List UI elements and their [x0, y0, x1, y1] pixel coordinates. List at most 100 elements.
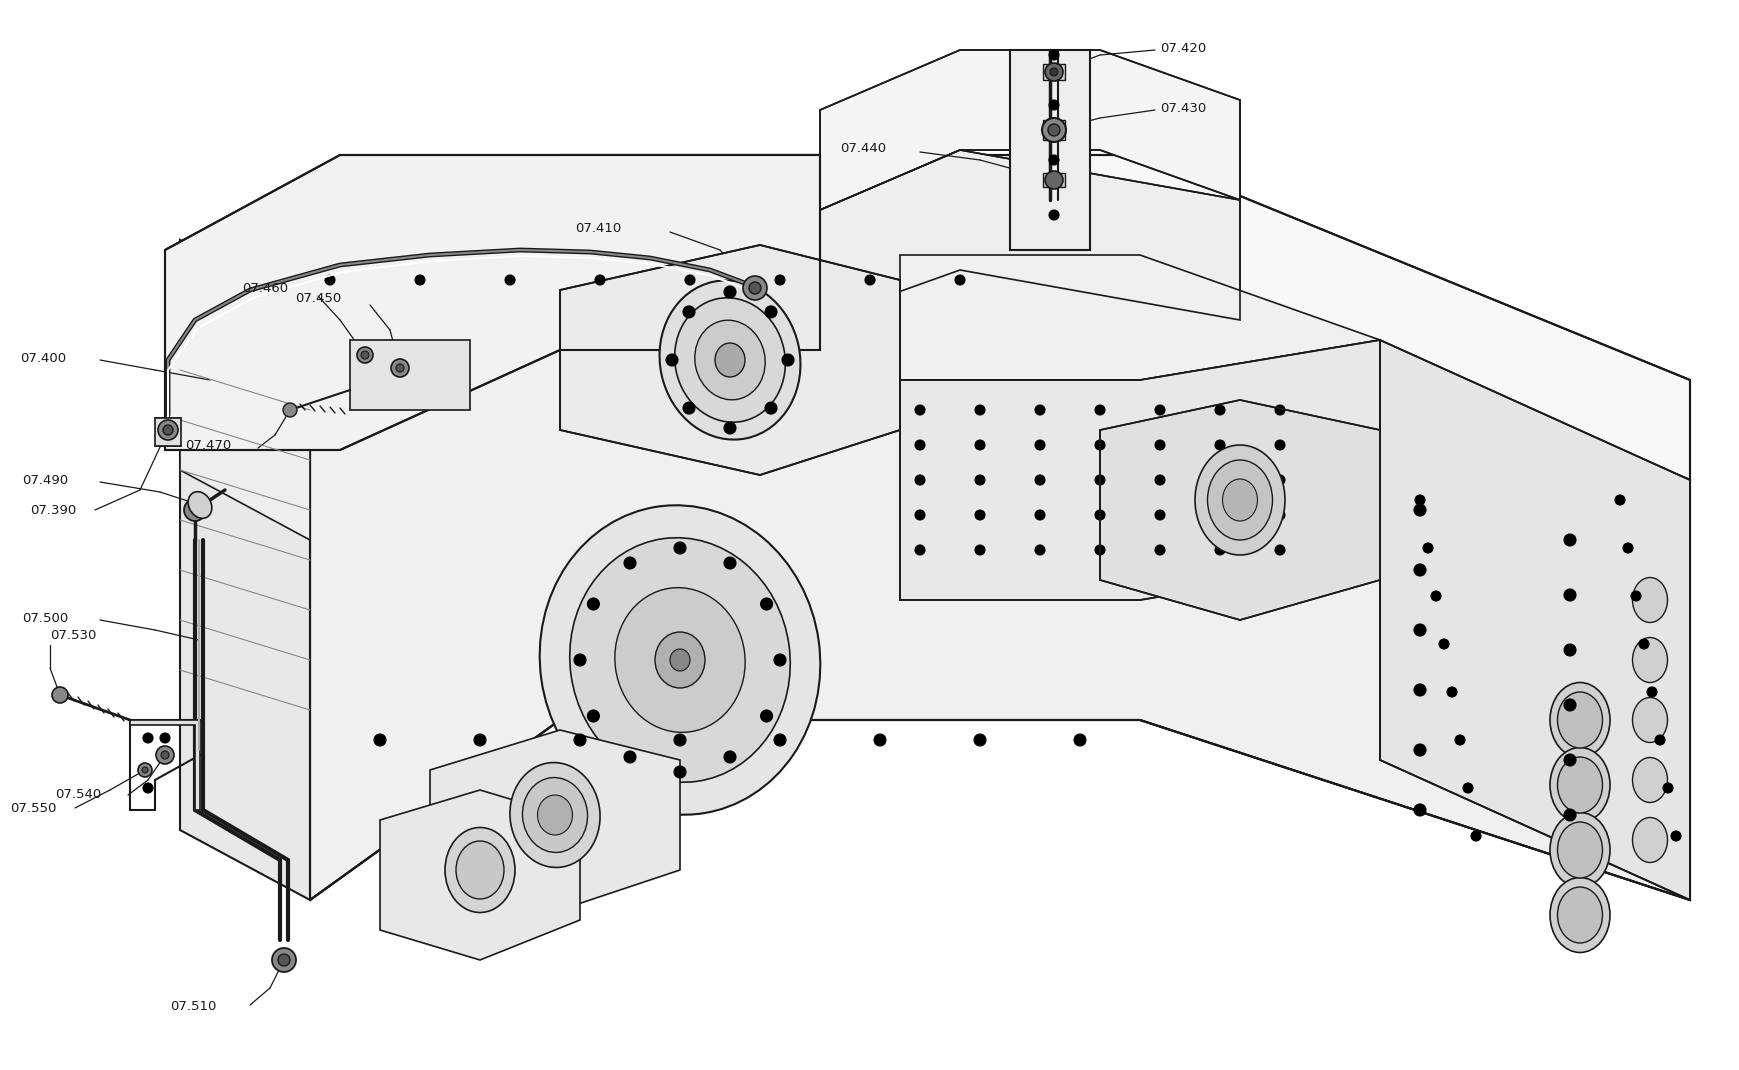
Ellipse shape: [522, 778, 588, 853]
Circle shape: [624, 751, 636, 763]
Circle shape: [1275, 545, 1285, 555]
Circle shape: [52, 687, 68, 703]
Circle shape: [1662, 783, 1671, 793]
Polygon shape: [1099, 400, 1379, 620]
Circle shape: [1414, 624, 1426, 636]
Circle shape: [1049, 210, 1059, 220]
Circle shape: [1414, 564, 1426, 576]
Circle shape: [416, 275, 424, 285]
Circle shape: [781, 354, 793, 366]
Ellipse shape: [614, 587, 744, 732]
Text: 07.490: 07.490: [23, 474, 68, 487]
Ellipse shape: [1195, 445, 1285, 555]
Ellipse shape: [569, 538, 790, 782]
Ellipse shape: [1556, 692, 1602, 748]
Circle shape: [1654, 735, 1664, 745]
Text: 07.540: 07.540: [56, 789, 101, 801]
Bar: [1009, 50, 1089, 250]
Circle shape: [162, 751, 169, 759]
Circle shape: [278, 954, 290, 966]
Text: 07.440: 07.440: [840, 141, 885, 154]
Polygon shape: [165, 155, 819, 450]
Circle shape: [673, 734, 685, 746]
Text: 07.430: 07.430: [1160, 102, 1205, 114]
Polygon shape: [130, 720, 200, 810]
Circle shape: [1429, 591, 1440, 601]
Circle shape: [283, 403, 297, 417]
Circle shape: [774, 275, 784, 285]
Circle shape: [864, 275, 875, 285]
Circle shape: [873, 734, 885, 746]
Circle shape: [1094, 510, 1104, 520]
Circle shape: [1563, 699, 1576, 710]
Text: 07.390: 07.390: [30, 504, 77, 517]
Circle shape: [1094, 475, 1104, 485]
Ellipse shape: [1631, 758, 1666, 802]
Ellipse shape: [1556, 822, 1602, 878]
Circle shape: [574, 734, 586, 746]
Circle shape: [915, 510, 925, 520]
Ellipse shape: [1549, 748, 1609, 823]
Circle shape: [157, 746, 174, 764]
Circle shape: [184, 499, 205, 521]
Ellipse shape: [1631, 698, 1666, 743]
Circle shape: [473, 734, 485, 746]
Circle shape: [1275, 440, 1285, 450]
Circle shape: [974, 475, 984, 485]
Circle shape: [723, 422, 736, 434]
Circle shape: [1563, 754, 1576, 766]
Circle shape: [1438, 639, 1449, 649]
Circle shape: [588, 710, 598, 722]
Bar: [1042, 173, 1064, 187]
Circle shape: [915, 406, 925, 415]
Circle shape: [974, 734, 986, 746]
Circle shape: [760, 710, 772, 722]
Circle shape: [163, 425, 172, 435]
Circle shape: [325, 275, 336, 285]
Circle shape: [137, 763, 151, 777]
Ellipse shape: [694, 320, 765, 400]
Circle shape: [143, 783, 153, 793]
Circle shape: [143, 767, 148, 773]
Circle shape: [1563, 644, 1576, 656]
Circle shape: [1035, 406, 1045, 415]
Circle shape: [374, 734, 386, 746]
Circle shape: [1047, 124, 1059, 136]
Circle shape: [1622, 542, 1633, 553]
Circle shape: [1275, 475, 1285, 485]
Circle shape: [955, 275, 965, 285]
Circle shape: [1638, 639, 1649, 649]
Circle shape: [1049, 50, 1059, 60]
Polygon shape: [899, 340, 1379, 600]
Circle shape: [1469, 831, 1480, 841]
Circle shape: [974, 545, 984, 555]
Circle shape: [1155, 475, 1165, 485]
Circle shape: [1414, 495, 1424, 505]
Ellipse shape: [1556, 756, 1602, 813]
Circle shape: [774, 654, 786, 666]
Circle shape: [1414, 744, 1426, 756]
Circle shape: [723, 286, 736, 299]
Ellipse shape: [1549, 683, 1609, 758]
Polygon shape: [1379, 340, 1689, 900]
Circle shape: [1155, 545, 1165, 555]
Circle shape: [396, 364, 403, 372]
Circle shape: [595, 275, 605, 285]
Circle shape: [765, 306, 777, 318]
Circle shape: [1045, 171, 1063, 189]
Circle shape: [760, 598, 772, 610]
Text: 07.400: 07.400: [19, 352, 66, 365]
Circle shape: [683, 402, 694, 414]
Text: 07.410: 07.410: [574, 221, 621, 234]
Ellipse shape: [1207, 460, 1271, 540]
Circle shape: [673, 542, 685, 554]
Circle shape: [1214, 406, 1224, 415]
Circle shape: [588, 598, 598, 610]
Circle shape: [391, 360, 409, 377]
Circle shape: [1155, 440, 1165, 450]
Circle shape: [1042, 118, 1066, 142]
Text: 07.550: 07.550: [10, 801, 56, 814]
Ellipse shape: [659, 280, 800, 440]
Circle shape: [1094, 406, 1104, 415]
Circle shape: [504, 275, 515, 285]
